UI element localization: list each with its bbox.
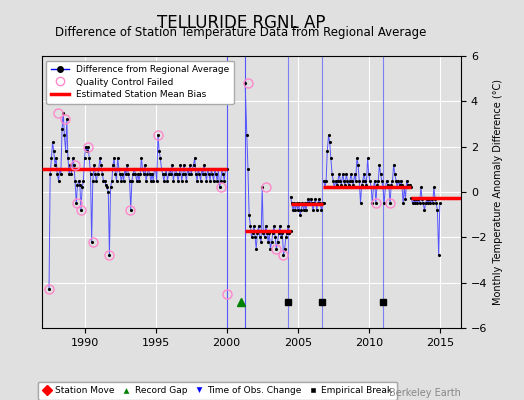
Legend: Station Move, Record Gap, Time of Obs. Change, Empirical Break: Station Move, Record Gap, Time of Obs. C… (38, 382, 397, 400)
Text: Berkeley Earth: Berkeley Earth (389, 388, 461, 398)
Text: Difference of Station Temperature Data from Regional Average: Difference of Station Temperature Data f… (56, 26, 427, 39)
Y-axis label: Monthly Temperature Anomaly Difference (°C): Monthly Temperature Anomaly Difference (… (493, 79, 503, 305)
Text: TELLURIDE RGNL AP: TELLURIDE RGNL AP (157, 14, 325, 32)
